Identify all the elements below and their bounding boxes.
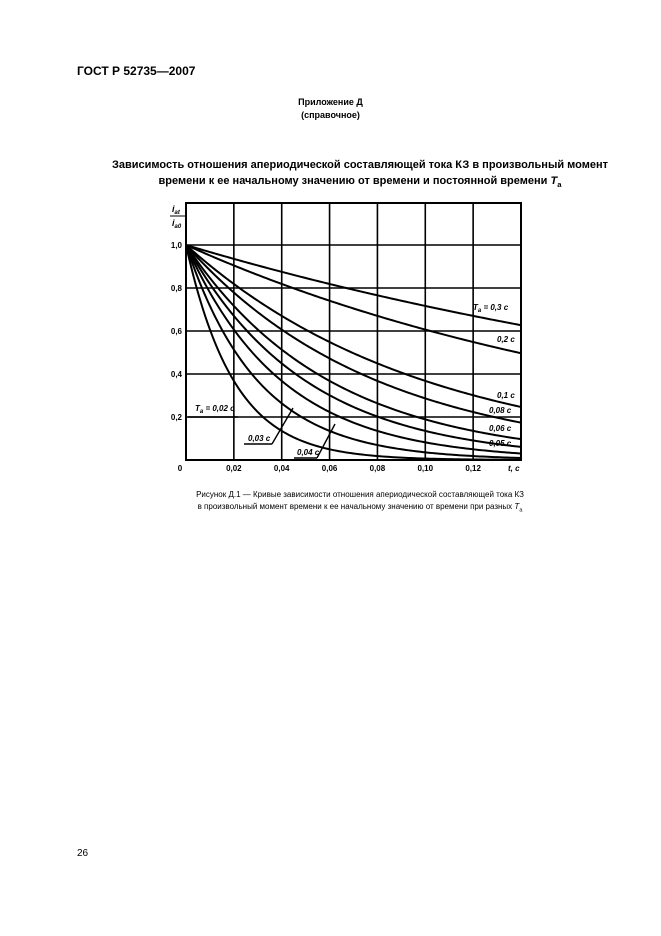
page-number: 26	[77, 848, 89, 859]
chart-axis-labels: iat ia0 t, c	[170, 204, 520, 473]
series-label: 0,2 c	[497, 335, 515, 344]
y-tick-label: 0,2	[171, 413, 183, 422]
x-axis-label: t, c	[508, 464, 520, 473]
series-label: Ta = 0,02 c	[195, 404, 235, 415]
x-tick-label: 0,02	[226, 464, 242, 473]
series-label: 0,08 c	[489, 406, 512, 415]
chart-ticks: 0 0,02 0,04 0,06 0,08 0,10 0,12 0,2 0,4 0,6 0,8 1,0	[171, 241, 482, 473]
y-axis-label-numerator: iat	[172, 204, 181, 216]
chart-curves	[185, 244, 522, 461]
curve-1	[185, 244, 522, 355]
curve-5	[185, 244, 522, 448]
curve-7	[185, 244, 522, 459]
curve-0	[185, 244, 522, 327]
appendix-subtitle: (справочное)	[301, 110, 360, 120]
x-tick-label: 0,10	[417, 464, 433, 473]
series-label: 0,04 c	[297, 448, 320, 457]
y-axis-label-denominator: ia0	[172, 218, 182, 230]
caption-symbol-sub: a	[519, 507, 523, 514]
caption-line-2: в произвольный момент времени к ее начал…	[60, 501, 660, 517]
document-code: ГОСТ Р 52735—2007	[77, 64, 196, 78]
appendix-header: Приложение Д (справочное)	[0, 96, 661, 122]
heading-line-2-text: времени к ее начальному значению от врем…	[158, 175, 548, 187]
curve-2	[185, 244, 522, 408]
chart-series-labels: Ta = 0,3 c 0,2 c 0,1 c 0,08 c 0,06 c 0,05 c 0,…	[188, 303, 515, 459]
heading-line-1: Зависимость отношения апериодической сос…	[111, 159, 609, 171]
curve-8	[185, 244, 522, 461]
series-label: Ta = 0,3 c	[473, 303, 509, 314]
y-tick-label: 0,6	[171, 327, 183, 336]
y-tick-label: 0,4	[171, 370, 183, 379]
series-label: 0,1 c	[497, 391, 515, 400]
caption-line-2-text: в произвольный момент времени к ее начал…	[197, 502, 513, 511]
y-tick-label: 0,8	[171, 284, 183, 293]
curve-4	[185, 244, 522, 441]
caption-line-1: Рисунок Д.1 — Кривые зависимости отношен…	[196, 490, 524, 499]
leader-line-004-d	[316, 423, 336, 459]
appendix-title: Приложение Д	[298, 97, 363, 107]
leader-line-003-d	[271, 407, 294, 445]
chart-grid	[185, 202, 522, 461]
caption-symbol: T	[514, 502, 520, 511]
x-tick-label: 0,08	[370, 464, 386, 473]
curve-6	[185, 244, 522, 455]
x-tick-label: 0,04	[274, 464, 290, 473]
series-label: 0,05 c	[489, 439, 512, 448]
x-tick-label: 0	[178, 464, 183, 473]
figure-caption: Рисунок Д.1 — Кривые зависимости отношен…	[60, 489, 660, 517]
x-tick-label: 0,06	[322, 464, 338, 473]
curve-3	[185, 244, 522, 424]
x-tick-label: 0,12	[465, 464, 481, 473]
heading-symbol-sub: a	[557, 180, 562, 190]
y-tick-label: 1,0	[171, 241, 183, 250]
heading-symbol: T	[550, 175, 558, 187]
series-label: 0,03 c	[248, 434, 271, 443]
series-label: 0,06 c	[489, 424, 512, 433]
figure-heading: Зависимость отношения апериодической сос…	[60, 157, 660, 193]
heading-line-2: времени к ее начальному значению от врем…	[60, 173, 660, 193]
